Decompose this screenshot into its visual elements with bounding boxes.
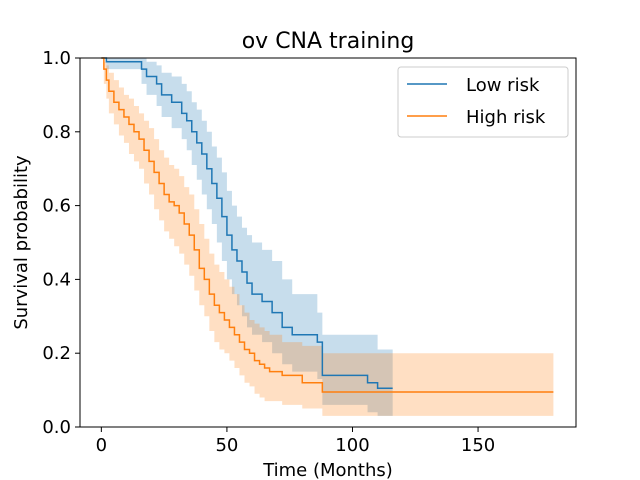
y-tick-label: 0.4: [42, 269, 71, 290]
plot-area: [101, 57, 554, 416]
chart-title: ov CNA training: [242, 29, 415, 54]
y-axis-ticks: 0.0 0.2 0.4 0.6 0.8 1.0: [42, 48, 80, 438]
confidence-band-low-risk: [101, 58, 393, 416]
survival-curve-high-risk: [101, 57, 554, 393]
x-axis-label: Time (Months): [262, 460, 393, 480]
axes-frame: [79, 57, 577, 428]
legend-label-high-risk: High risk: [466, 107, 546, 128]
y-tick-label: 0.6: [42, 196, 71, 217]
y-tick-label: 0.2: [42, 343, 71, 364]
y-tick-label: 0.0: [42, 417, 71, 438]
x-tick-label: 150: [461, 435, 495, 456]
x-tick-label: 100: [335, 435, 369, 456]
x-axis-ticks: 0 50 100 150: [96, 427, 495, 456]
y-tick-label: 1.0: [42, 48, 71, 69]
x-tick-label: 0: [96, 435, 107, 456]
legend: Low risk High risk: [397, 66, 569, 138]
legend-label-low-risk: Low risk: [466, 75, 540, 96]
y-axis-label: Survival probability: [11, 155, 32, 330]
y-tick-label: 0.8: [42, 122, 71, 143]
confidence-band-high-risk: [101, 58, 554, 416]
survival-curve-low-risk: [101, 57, 393, 389]
x-tick-label: 50: [215, 435, 238, 456]
